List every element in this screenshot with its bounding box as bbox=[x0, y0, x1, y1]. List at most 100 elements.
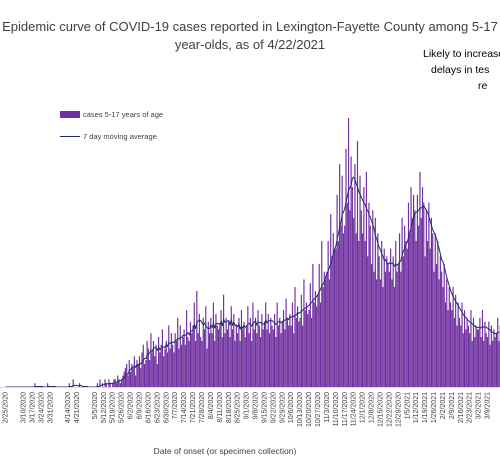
x-tick-label: 8/11/2020 bbox=[217, 392, 224, 423]
case-bar bbox=[205, 306, 207, 387]
case-bar bbox=[405, 240, 407, 387]
case-bar bbox=[247, 306, 249, 387]
case-bar bbox=[279, 317, 281, 387]
case-bar bbox=[260, 337, 262, 387]
case-bar bbox=[288, 325, 290, 387]
case-bar bbox=[395, 240, 397, 387]
case-bar bbox=[430, 217, 433, 387]
x-tick-label: 6/30/2020 bbox=[163, 392, 170, 423]
case-bar bbox=[212, 302, 214, 387]
reporting-delay-annotation: Likely to increase delays in tes re bbox=[423, 46, 500, 94]
case-bar bbox=[319, 302, 322, 387]
case-bar bbox=[376, 279, 378, 387]
case-bar bbox=[229, 337, 231, 387]
x-tick-label: 5/26/2020 bbox=[119, 392, 126, 423]
case-bar bbox=[354, 164, 356, 387]
case-bar bbox=[433, 271, 435, 387]
case-bar bbox=[489, 344, 491, 387]
case-bar bbox=[498, 340, 500, 387]
case-bar bbox=[392, 256, 394, 387]
case-bar bbox=[188, 340, 190, 387]
case-bar bbox=[469, 333, 471, 387]
case-bar bbox=[150, 333, 152, 387]
case-bar bbox=[124, 367, 127, 387]
case-bar bbox=[332, 233, 334, 387]
case-bar bbox=[400, 271, 402, 387]
case-bar bbox=[122, 375, 124, 387]
case-bar bbox=[127, 375, 129, 387]
case-bar bbox=[143, 363, 146, 387]
x-tick-label: 7/21/2020 bbox=[190, 392, 197, 423]
case-bar bbox=[347, 118, 350, 387]
case-bar bbox=[404, 225, 406, 387]
x-tick-label: 1/12/2021 bbox=[413, 392, 420, 423]
case-bar bbox=[314, 290, 316, 387]
case-bar bbox=[189, 321, 192, 387]
case-bar bbox=[296, 306, 299, 387]
x-tick-label: 10/6/2020 bbox=[288, 392, 295, 423]
case-bar bbox=[370, 264, 373, 387]
x-tick-label: 9/8/2020 bbox=[253, 392, 260, 419]
case-bar bbox=[397, 264, 399, 387]
case-bar bbox=[164, 348, 166, 387]
case-bar bbox=[390, 248, 392, 387]
x-tick-label: 3/17/2020 bbox=[29, 392, 36, 423]
case-bar bbox=[486, 337, 489, 387]
case-bar bbox=[457, 302, 459, 387]
case-bar bbox=[178, 348, 180, 387]
legend-label-average: 7 day moving average bbox=[83, 131, 157, 141]
case-bar bbox=[429, 248, 431, 387]
case-bar bbox=[200, 337, 202, 387]
case-bar bbox=[72, 379, 74, 387]
x-tick-label: 3/9/2021 bbox=[485, 392, 492, 419]
case-bar bbox=[447, 310, 449, 387]
case-bar bbox=[146, 340, 148, 387]
case-bar bbox=[387, 264, 389, 387]
x-tick-label: 8/18/2020 bbox=[226, 392, 233, 423]
x-tick-label: 3/31/2020 bbox=[47, 392, 54, 423]
case-bar bbox=[263, 321, 265, 387]
case-bar bbox=[173, 352, 175, 387]
case-bar bbox=[379, 279, 382, 387]
x-tick-label: 9/29/2020 bbox=[279, 392, 286, 423]
case-bar bbox=[149, 360, 151, 387]
case-bar bbox=[248, 333, 250, 387]
case-bar bbox=[258, 325, 260, 387]
x-tick-label: 9/1/2020 bbox=[244, 392, 251, 419]
case-bar bbox=[384, 271, 387, 387]
case-bar bbox=[337, 240, 339, 387]
case-bar bbox=[453, 317, 455, 387]
moving-average-line bbox=[5, 176, 500, 388]
case-bar bbox=[209, 333, 211, 387]
case-bar bbox=[308, 310, 310, 387]
case-bar bbox=[123, 371, 125, 387]
case-bar bbox=[226, 329, 229, 387]
x-tick-label: 10/27/2020 bbox=[315, 392, 322, 427]
case-bar bbox=[342, 233, 345, 387]
legend-swatch-bar bbox=[60, 110, 80, 118]
case-bar bbox=[295, 317, 297, 387]
x-tick-label: 9/22/2020 bbox=[270, 392, 277, 423]
x-tick-label: 8/25/2020 bbox=[235, 392, 242, 423]
case-bar bbox=[96, 383, 98, 387]
case-bar bbox=[211, 333, 213, 387]
case-bar bbox=[202, 317, 204, 387]
case-bar bbox=[391, 279, 393, 387]
case-bar bbox=[251, 340, 253, 387]
case-bar bbox=[169, 348, 171, 387]
case-bar bbox=[330, 214, 332, 387]
case-bar bbox=[418, 225, 420, 387]
case-bar bbox=[432, 233, 434, 387]
case-bar bbox=[156, 363, 158, 387]
case-bar bbox=[268, 333, 271, 387]
case-bar bbox=[360, 210, 362, 387]
case-bar bbox=[128, 360, 130, 387]
case-bar bbox=[138, 356, 141, 387]
case-bar bbox=[455, 294, 457, 387]
case-bar bbox=[452, 287, 454, 387]
case-bar bbox=[224, 333, 226, 387]
case-bar bbox=[374, 217, 376, 387]
x-tick-label: 7/28/2020 bbox=[199, 392, 206, 423]
case-bar bbox=[234, 340, 236, 387]
